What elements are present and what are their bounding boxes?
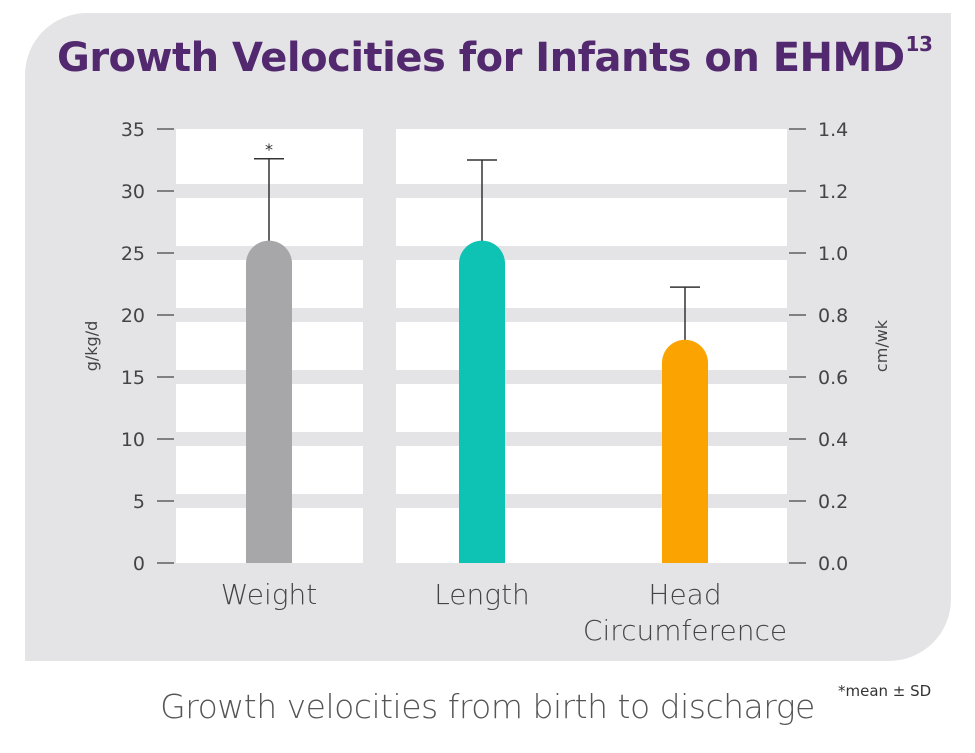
x-axis-category-label: Circumference [583,614,787,647]
y-axis-right-tick-label: 0.4 [818,429,848,451]
title-text: Growth Velocities for Infants on EHMD [57,35,905,81]
y-axis-right-tick-label: 1.0 [818,243,848,265]
y-axis-left-tick-label: 30 [121,181,145,203]
x-axis-category-label: Head [648,578,721,611]
y-axis-left-tick-label: 10 [121,429,145,451]
bar-length [459,240,505,563]
y-axis-left-tick-label: 35 [121,119,145,141]
y-axis-left-tick-label: 5 [133,491,145,513]
chart-caption: Growth velocities from birth to discharg… [160,687,815,726]
y-axis-right-tick-label: 1.2 [818,181,848,203]
y-axis-right-tick-label: 1.4 [818,119,848,141]
y-axis-left-tick-label: 25 [121,243,145,265]
footnote: *mean ± SD [838,682,932,700]
x-axis-category-label: Weight [221,578,318,611]
y-axis-right-tick-label: 0.6 [818,367,848,389]
title-reference-superscript: 13 [905,32,933,56]
y-axis-right-tick-label: 0.8 [818,305,848,327]
bar-chart: 0 5 10 15 20 25 30 35 0.0 0.2 0.4 0.6 0.8 1.0 1.2 1.4 g/… [82,119,891,647]
y-axis-left-tick-label: 20 [121,305,145,327]
y-axis-right-tick-label: 0.2 [818,491,848,513]
y-axis-left-label: g/kg/d [82,321,101,372]
y-axis-left-tick-label: 15 [121,367,145,389]
bar-weight [246,240,292,563]
y-axis-right-tick-label: 0.0 [818,553,848,575]
chart-title: Growth Velocities for Infants on EHMD13 [57,32,933,81]
significance-marker: * [265,140,273,159]
bar-head-circumference [662,339,708,563]
x-axis-category-label: Length [434,578,530,611]
y-axis-right-label: cm/wk [872,319,891,372]
y-axis-left-tick-label: 0 [133,553,145,575]
